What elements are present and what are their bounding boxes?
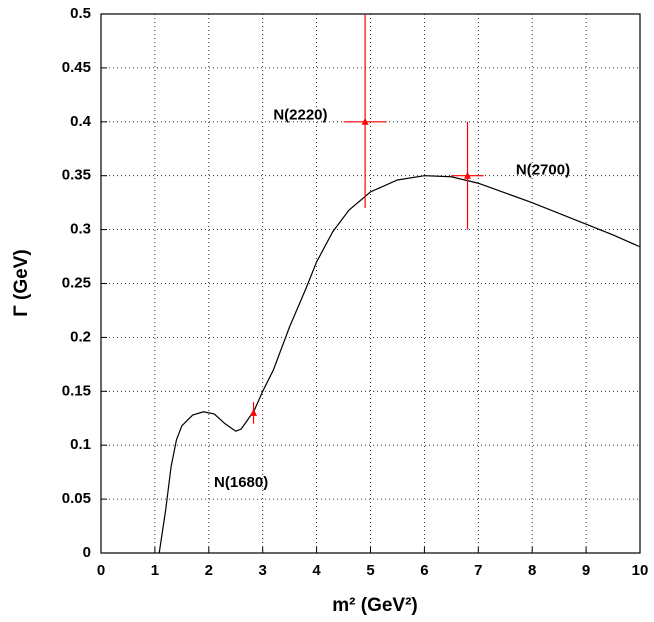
x-tick-label: 8 (528, 562, 536, 579)
x-tick-label: 10 (632, 562, 649, 579)
annotation: N(1680) (214, 474, 268, 491)
y-tick-label: 0 (83, 544, 91, 561)
y-axis-label: Γ (GeV) (11, 249, 32, 316)
x-tick-label: 2 (205, 562, 213, 579)
x-tick-label: 0 (97, 562, 105, 579)
y-tick-label: 0.35 (62, 167, 91, 184)
point-marker (464, 171, 472, 179)
y-tick-label: 0.25 (62, 274, 91, 291)
x-tick-label: 4 (312, 562, 321, 579)
x-axis-label: m² (GeV²) (332, 595, 418, 616)
y-tick-label: 0.3 (70, 221, 91, 238)
point-marker (250, 408, 258, 416)
annotation: N(2220) (273, 106, 327, 123)
plot-frame (100, 13, 641, 554)
y-tick-label: 0.4 (70, 113, 92, 130)
x-tick-label: 6 (420, 562, 428, 579)
y-tick-label: 0.15 (62, 382, 91, 399)
x-tick-label: 9 (582, 562, 590, 579)
y-tick-label: 0.45 (62, 59, 91, 76)
y-tick-label: 0.5 (70, 5, 91, 22)
y-tick-label: 0.2 (70, 328, 91, 345)
y-tick-label: 0.1 (70, 436, 91, 453)
x-tick-label: 1 (151, 562, 159, 579)
annotation: N(2700) (516, 161, 570, 178)
y-tick-label: 0.05 (62, 490, 91, 507)
point-marker (361, 117, 369, 125)
x-tick-label: 3 (259, 562, 267, 579)
x-tick-label: 7 (474, 562, 482, 579)
curve (158, 175, 640, 553)
x-tick-label: 5 (366, 562, 374, 579)
